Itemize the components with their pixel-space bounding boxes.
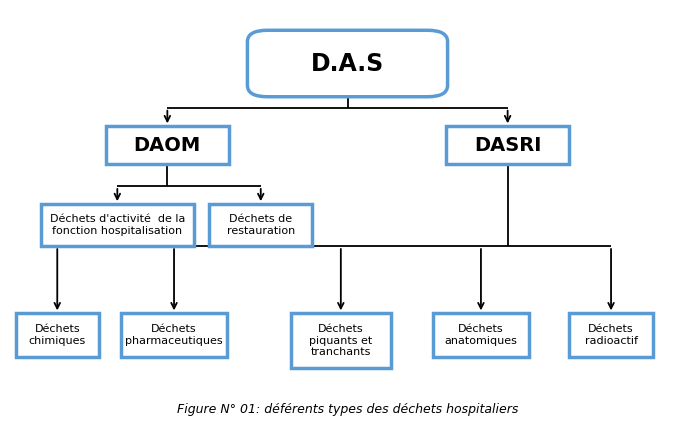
Text: Déchets
anatomiques: Déchets anatomiques [445, 324, 517, 346]
FancyBboxPatch shape [209, 204, 313, 246]
Text: D.A.S: D.A.S [311, 51, 384, 76]
FancyBboxPatch shape [106, 126, 229, 164]
FancyBboxPatch shape [15, 313, 99, 357]
Text: DAOM: DAOM [133, 135, 201, 155]
FancyBboxPatch shape [121, 313, 227, 357]
FancyBboxPatch shape [291, 313, 391, 368]
Text: Déchets
radioactif: Déchets radioactif [584, 324, 637, 346]
Text: Déchets de
restauration: Déchets de restauration [227, 214, 295, 236]
FancyBboxPatch shape [432, 313, 530, 357]
Text: DASRI: DASRI [474, 135, 541, 155]
FancyBboxPatch shape [569, 313, 653, 357]
FancyBboxPatch shape [40, 204, 194, 246]
Text: Déchets
chimiques: Déchets chimiques [28, 324, 86, 346]
FancyBboxPatch shape [446, 126, 569, 164]
Text: Déchets
pharmaceutiques: Déchets pharmaceutiques [125, 324, 223, 346]
FancyBboxPatch shape [247, 30, 448, 97]
Text: Figure N° 01: déférents types des déchets hospitaliers: Figure N° 01: déférents types des déchet… [177, 403, 518, 417]
Text: Déchets d'activité  de la
fonction hospitalisation: Déchets d'activité de la fonction hospit… [49, 214, 185, 236]
Text: Déchets
piquants et
tranchants: Déchets piquants et tranchants [309, 324, 373, 357]
